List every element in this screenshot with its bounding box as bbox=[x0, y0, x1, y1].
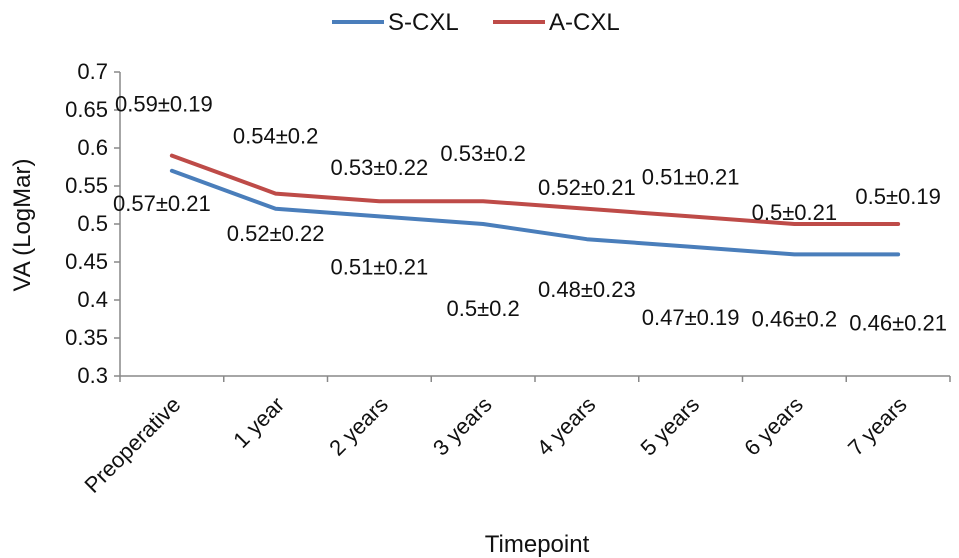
y-tick-label: 0.45 bbox=[65, 249, 108, 274]
legend: S-CXL A-CXL bbox=[332, 9, 620, 36]
x-category-label: 5 years bbox=[635, 392, 704, 461]
data-label-a-cxl: 0.5±0.19 bbox=[855, 184, 940, 209]
legend-label-a-cxl: A-CXL bbox=[549, 9, 620, 36]
data-label-s-cxl: 0.5±0.2 bbox=[447, 296, 520, 321]
data-label-s-cxl: 0.57±0.21 bbox=[113, 191, 211, 216]
data-labels: 0.57±0.210.52±0.220.51±0.210.5±0.20.48±0… bbox=[113, 92, 947, 336]
data-label-a-cxl: 0.59±0.19 bbox=[115, 92, 213, 117]
x-category-label: 4 years bbox=[532, 392, 601, 461]
data-label-a-cxl: 0.51±0.21 bbox=[642, 164, 740, 189]
x-ticks: Preoperative 1 year 2 years 3 years 4 years 5… bbox=[80, 376, 951, 498]
x-category-label: Preoperative bbox=[80, 392, 186, 498]
y-tick-label: 0.5 bbox=[77, 211, 108, 236]
y-ticks: 0.3 0.35 0.4 0.45 0.5 0.55 0.6 0.65 0.7 bbox=[65, 59, 120, 388]
x-axis-title: Timepoint bbox=[485, 531, 590, 558]
data-label-s-cxl: 0.52±0.22 bbox=[227, 221, 325, 246]
data-label-a-cxl: 0.52±0.21 bbox=[538, 175, 636, 200]
data-label-a-cxl: 0.53±0.22 bbox=[331, 155, 429, 180]
x-category-label: 3 years bbox=[428, 392, 497, 461]
y-tick-label: 0.6 bbox=[77, 135, 108, 160]
y-tick-label: 0.55 bbox=[65, 173, 108, 198]
legend-label-s-cxl: S-CXL bbox=[388, 9, 459, 36]
x-category-label: 1 year bbox=[228, 392, 289, 453]
series-lines bbox=[169, 153, 901, 257]
data-label-s-cxl: 0.48±0.23 bbox=[538, 277, 636, 302]
y-tick-label: 0.4 bbox=[77, 287, 108, 312]
data-label-s-cxl: 0.46±0.21 bbox=[849, 310, 947, 335]
x-category-label: 7 years bbox=[843, 392, 912, 461]
series-line-s-cxl bbox=[169, 168, 901, 257]
data-label-s-cxl: 0.51±0.21 bbox=[331, 254, 429, 279]
y-tick-label: 0.3 bbox=[77, 363, 108, 388]
data-label-a-cxl: 0.53±0.2 bbox=[440, 141, 525, 166]
x-category-label: 6 years bbox=[739, 392, 808, 461]
x-category-label: 2 years bbox=[324, 392, 393, 461]
data-label-s-cxl: 0.47±0.19 bbox=[642, 305, 740, 330]
y-tick-label: 0.35 bbox=[65, 325, 108, 350]
y-axis-title: VA (LogMar) bbox=[9, 159, 36, 292]
series-line-a-cxl bbox=[169, 153, 901, 226]
y-tick-label: 0.65 bbox=[65, 97, 108, 122]
data-label-a-cxl: 0.54±0.2 bbox=[233, 124, 318, 149]
data-label-a-cxl: 0.5±0.21 bbox=[752, 200, 837, 225]
data-label-s-cxl: 0.46±0.2 bbox=[752, 306, 837, 331]
y-tick-label: 0.7 bbox=[77, 59, 108, 84]
